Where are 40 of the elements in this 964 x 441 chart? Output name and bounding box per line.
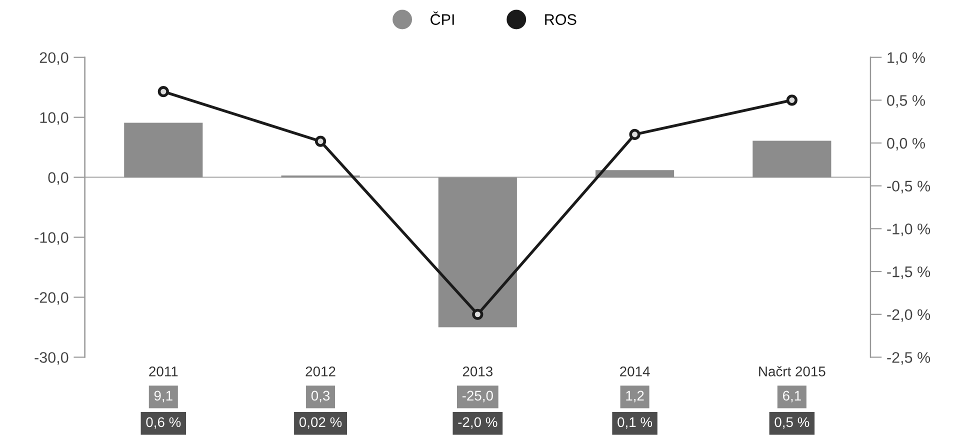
y2-tick-label: -1,5 %: [887, 266, 930, 280]
legend-label: ROS: [545, 14, 576, 25]
x-tick-label: 2014: [620, 366, 650, 376]
data-label: 0,5 %: [774, 417, 810, 429]
y-tick-label: -10,0: [34, 232, 68, 245]
x-tick-label: 2012: [306, 366, 336, 376]
point: [158, 86, 169, 98]
y-tick-label: 10,0: [40, 112, 68, 125]
data-label: 0,3: [311, 390, 330, 402]
point: [472, 308, 484, 320]
data-label: 0,6 %: [146, 417, 181, 429]
bar: [124, 122, 203, 178]
y2-tick-label: 0,0 %: [887, 138, 925, 150]
y2-tick-label: 1,0 %: [888, 52, 925, 65]
point: [314, 136, 326, 147]
point: [786, 94, 798, 106]
bar: [752, 140, 832, 178]
data-label: 1,2: [626, 390, 644, 402]
data-label: 0,02 %: [299, 417, 342, 429]
data-label: 0,1 %: [618, 417, 652, 429]
y2-tick-label: -0,5 %: [887, 180, 930, 194]
bar: [438, 177, 517, 328]
x-tick-label: 2011: [149, 366, 178, 376]
y2-tick-label: -2,5 %: [887, 352, 930, 365]
x-tick-label: Načrt 2015: [759, 366, 826, 376]
data-label: -2,0 %: [458, 417, 498, 429]
y-tick-label: 20,0: [40, 52, 68, 65]
bar: [596, 170, 674, 178]
data-label: -25,0: [462, 390, 493, 402]
y2-tick-label: -1,0 %: [887, 224, 930, 236]
x-tick-label: 2013: [462, 366, 492, 376]
y-tick-label: 0,0: [48, 172, 68, 185]
y-tick-label: -30,0: [34, 352, 68, 365]
data-label: 9,1: [154, 390, 172, 402]
y2-tick-label: -2,0 %: [887, 309, 930, 322]
legend-label: ČPI: [430, 11, 454, 25]
y-tick-label: -20,0: [34, 292, 68, 305]
point: [629, 128, 640, 140]
y2-tick-label: 0,5 %: [887, 95, 925, 108]
data-label: 6,1: [782, 390, 801, 402]
